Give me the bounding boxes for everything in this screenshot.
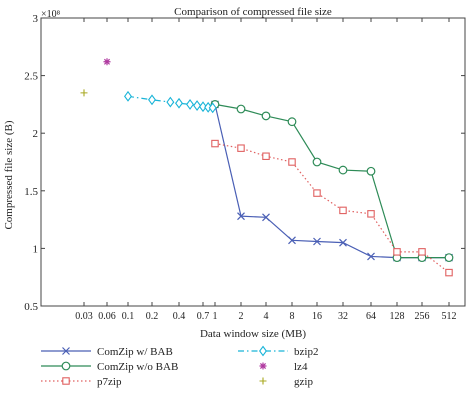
x-tick-label: 32 bbox=[338, 311, 348, 322]
series-line bbox=[214, 104, 449, 259]
data-point bbox=[313, 189, 321, 197]
legend-label: p7zip bbox=[97, 376, 122, 388]
x-tick-label: 64 bbox=[366, 311, 376, 322]
data-point bbox=[366, 166, 376, 176]
data-point bbox=[124, 90, 132, 102]
x-tick-label: 8 bbox=[290, 311, 295, 322]
data-point bbox=[367, 210, 375, 218]
data-point bbox=[418, 248, 426, 256]
series-1 bbox=[210, 99, 454, 263]
y-tick-label: 2.5 bbox=[24, 71, 38, 83]
series-line bbox=[214, 103, 449, 259]
series-group bbox=[80, 58, 454, 277]
data-point bbox=[237, 212, 245, 221]
data-point bbox=[80, 89, 88, 97]
data-point bbox=[166, 96, 175, 108]
data-point bbox=[288, 236, 296, 245]
data-point bbox=[445, 268, 453, 277]
data-point bbox=[313, 237, 321, 246]
legend-marker bbox=[259, 345, 267, 357]
legend-marker bbox=[61, 361, 71, 371]
legend-marker bbox=[62, 377, 70, 385]
data-point bbox=[339, 206, 347, 215]
x-tick-label: 0.06 bbox=[98, 311, 116, 322]
data-point bbox=[148, 94, 156, 106]
series-5 bbox=[80, 89, 88, 97]
data-point bbox=[193, 100, 202, 111]
y-tick-label: 0.5 bbox=[24, 301, 38, 313]
y-tick-label: 2 bbox=[33, 128, 39, 140]
data-point bbox=[186, 98, 195, 110]
x-axis-label: Data window size (MB) bbox=[200, 328, 306, 340]
data-point bbox=[211, 139, 219, 148]
y-tick-label: 1 bbox=[33, 243, 39, 255]
x-tick-label: 0.4 bbox=[173, 311, 186, 322]
legend-marker bbox=[62, 347, 70, 355]
data-point bbox=[262, 213, 270, 222]
legend-label: ComZip w/ BAB bbox=[97, 346, 173, 358]
x-tick-label: 512 bbox=[442, 311, 457, 322]
data-point bbox=[288, 158, 296, 166]
legend-item: lz4 bbox=[259, 361, 308, 373]
series-0 bbox=[211, 100, 453, 262]
y-tick-label: 1.5 bbox=[24, 186, 38, 198]
y-axis-multiplier: ×10⁸ bbox=[41, 9, 61, 20]
legend-label: gzip bbox=[294, 376, 313, 388]
chart-title: Comparison of compressed file size bbox=[174, 6, 332, 18]
x-tick-label: 16 bbox=[312, 311, 322, 322]
x-tick-label: 128 bbox=[390, 311, 405, 322]
x-tick-label: 1 bbox=[213, 311, 218, 322]
data-point bbox=[199, 101, 207, 113]
legend-label: ComZip w/o BAB bbox=[97, 361, 178, 373]
y-axis-ticks: 0.5 1 1.5 2 2.5 3 bbox=[24, 13, 465, 313]
y-tick-label: 3 bbox=[33, 13, 39, 25]
data-point bbox=[312, 157, 322, 167]
x-tick-label: 0.03 bbox=[75, 311, 93, 322]
series-line bbox=[214, 142, 450, 274]
legend-label: bzip2 bbox=[294, 346, 318, 358]
x-tick-label: 2 bbox=[239, 311, 244, 322]
data-point bbox=[393, 248, 401, 256]
data-point bbox=[338, 165, 348, 175]
plot-frame bbox=[40, 17, 466, 307]
data-point bbox=[287, 117, 297, 127]
data-point bbox=[261, 111, 271, 121]
series-2 bbox=[211, 139, 453, 277]
data-point bbox=[367, 252, 375, 261]
x-tick-label: 0.7 bbox=[197, 311, 210, 322]
x-tick-label: 0.2 bbox=[146, 311, 159, 322]
data-point bbox=[103, 58, 111, 66]
legend-item: ComZip w/o BAB bbox=[41, 361, 178, 373]
data-point bbox=[237, 144, 245, 152]
x-tick-label: 256 bbox=[415, 311, 430, 322]
legend-item: bzip2 bbox=[238, 345, 318, 358]
x-tick-label: 4 bbox=[264, 311, 269, 322]
legend: ComZip w/ BAB ComZip w/o BAB p7zip bzip2 lz4… bbox=[41, 345, 318, 388]
data-point bbox=[236, 104, 246, 114]
series-4 bbox=[103, 58, 111, 66]
legend-item: gzip bbox=[259, 376, 313, 388]
series-3 bbox=[124, 90, 217, 114]
data-point bbox=[444, 253, 454, 263]
y-axis-label: Compressed file size (B) bbox=[3, 120, 15, 229]
legend-item: p7zip bbox=[41, 376, 122, 388]
legend-marker bbox=[259, 377, 267, 385]
series-line bbox=[127, 95, 213, 109]
x-axis-ticks: 0.03 0.06 0.1 0.2 0.4 0.7 1 2 4 8 16 32 64 128 256 512 bbox=[75, 18, 457, 322]
legend-item: ComZip w/ BAB bbox=[41, 346, 173, 358]
data-point bbox=[262, 152, 270, 160]
x-tick-label: 0.1 bbox=[122, 311, 135, 322]
legend-label: lz4 bbox=[294, 361, 308, 373]
data-point bbox=[339, 238, 347, 247]
data-point bbox=[208, 102, 217, 114]
data-point bbox=[175, 97, 183, 109]
legend-marker bbox=[259, 362, 267, 370]
